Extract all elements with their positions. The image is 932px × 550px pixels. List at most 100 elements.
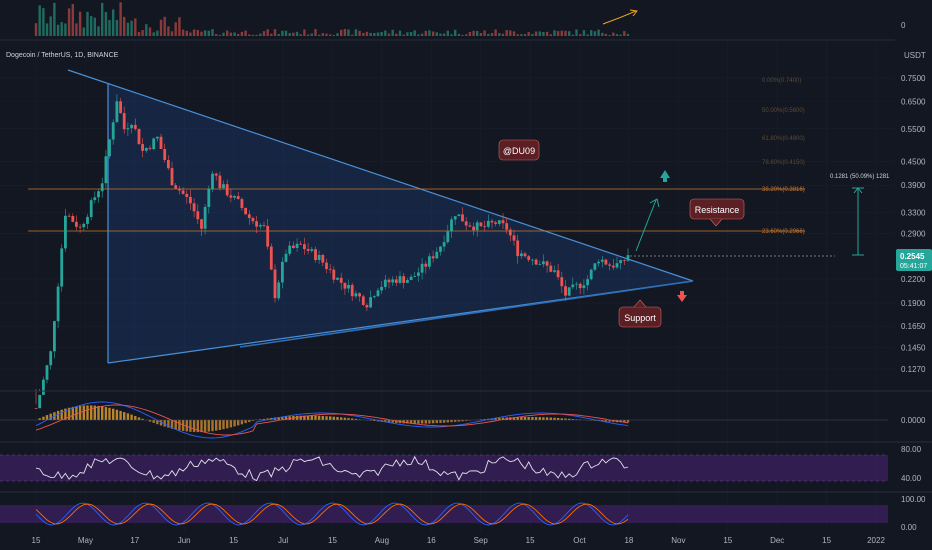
volume-bar <box>509 30 512 36</box>
macd-bar <box>108 407 111 420</box>
volume-bar <box>200 31 203 36</box>
candle-body <box>387 279 391 283</box>
volume-bar <box>192 29 196 36</box>
macd-bar <box>461 420 464 422</box>
volume-bar <box>376 32 380 36</box>
time-tick-12: 18 <box>624 536 633 545</box>
candle-body <box>336 277 339 280</box>
candle-body <box>214 173 218 176</box>
volume-bar <box>82 27 85 36</box>
candle-body <box>611 265 615 268</box>
volume-bar <box>196 30 199 36</box>
volume-bar <box>215 34 218 36</box>
volume-bar <box>38 5 41 37</box>
candle-body <box>358 293 361 297</box>
candle-body <box>196 211 200 220</box>
volume-bar <box>64 23 67 36</box>
volume-bar <box>538 31 541 36</box>
macd-bar <box>303 415 306 420</box>
macd-bar <box>516 417 519 420</box>
candle-body <box>75 221 78 227</box>
volume-bar <box>523 34 527 36</box>
macd-bar <box>288 416 291 420</box>
macd-bar <box>531 417 534 420</box>
candle-body <box>564 286 567 296</box>
macd-bar <box>240 420 244 425</box>
macd-bar <box>347 418 350 420</box>
time-tick-16: 15 <box>822 536 831 545</box>
macd-bar <box>137 417 141 420</box>
volume-bar <box>207 30 210 36</box>
macd-bar <box>196 420 199 433</box>
candle-body <box>556 270 560 278</box>
candle-body <box>619 260 622 264</box>
volume-bar <box>465 34 468 36</box>
candle-body <box>284 253 288 262</box>
candle-body <box>589 269 593 280</box>
candle-body <box>310 249 314 251</box>
volume-bar <box>545 31 549 36</box>
macd-bar <box>104 407 108 420</box>
candle-body <box>428 256 431 267</box>
candle-body <box>472 226 475 231</box>
time-tick-4: 15 <box>229 536 238 545</box>
candle-body <box>553 270 556 272</box>
candle-body <box>321 255 325 263</box>
candle-body <box>549 265 553 272</box>
rsi-tick-80: 80.00 <box>901 445 922 454</box>
volume-bar <box>101 2 104 36</box>
candle-body <box>303 244 306 250</box>
volume-bar <box>75 23 78 36</box>
candle-body <box>111 122 115 140</box>
candle-body <box>328 268 332 270</box>
candle-body <box>512 235 516 241</box>
volume-bar <box>251 34 255 36</box>
volume-bar <box>424 30 427 36</box>
volume-bar <box>362 33 365 36</box>
volume-bar <box>299 34 302 36</box>
macd-bar <box>336 417 339 420</box>
macd-bar <box>218 420 222 430</box>
macd-bar <box>534 417 538 420</box>
volume-bar <box>314 29 317 36</box>
time-tick-15: Dec <box>770 536 784 545</box>
candle-body <box>200 219 203 229</box>
candle-body <box>350 284 354 297</box>
time-tick-13: Nov <box>671 536 685 545</box>
volume-bar <box>457 33 461 36</box>
volume-bar <box>71 4 74 36</box>
macd-bar <box>97 406 100 420</box>
volume-bar <box>626 33 630 36</box>
time-tick-17: 2022 <box>867 536 885 545</box>
volume-bar <box>152 32 155 36</box>
candle-body <box>167 160 170 169</box>
macd-bar <box>340 417 343 420</box>
volume-bar <box>402 34 405 36</box>
resistance-label: Resistance <box>695 205 740 215</box>
upper-trendline[interactable] <box>67 69 694 282</box>
candle-body <box>626 255 630 261</box>
fib-label-23: 23.60%(0.2966) <box>762 229 805 235</box>
fib-faint-label-2: 61.80%(0.4800) <box>762 136 805 142</box>
volume-bar <box>417 34 420 36</box>
measure-label: 0.1281 (50.09%) 1281 <box>830 174 890 180</box>
volume-bar <box>34 23 38 36</box>
candle-body <box>281 261 284 283</box>
macd-bar <box>395 420 398 423</box>
candle-body <box>413 276 417 277</box>
author-tag-box[interactable] <box>498 139 540 161</box>
volume-bar <box>398 30 402 36</box>
price-tick-3: 0.4500 <box>901 158 926 167</box>
volume-bar <box>461 34 464 36</box>
macd-bar <box>56 410 60 420</box>
volume-bar <box>49 16 52 36</box>
breakout-projection <box>635 199 657 252</box>
candle-body <box>317 255 321 260</box>
volume-bar <box>56 24 60 36</box>
volume-bar <box>593 31 597 36</box>
volume-bar <box>395 33 398 36</box>
macd-bar <box>442 420 446 423</box>
candle-body <box>325 262 328 269</box>
volume-bar <box>487 33 490 36</box>
